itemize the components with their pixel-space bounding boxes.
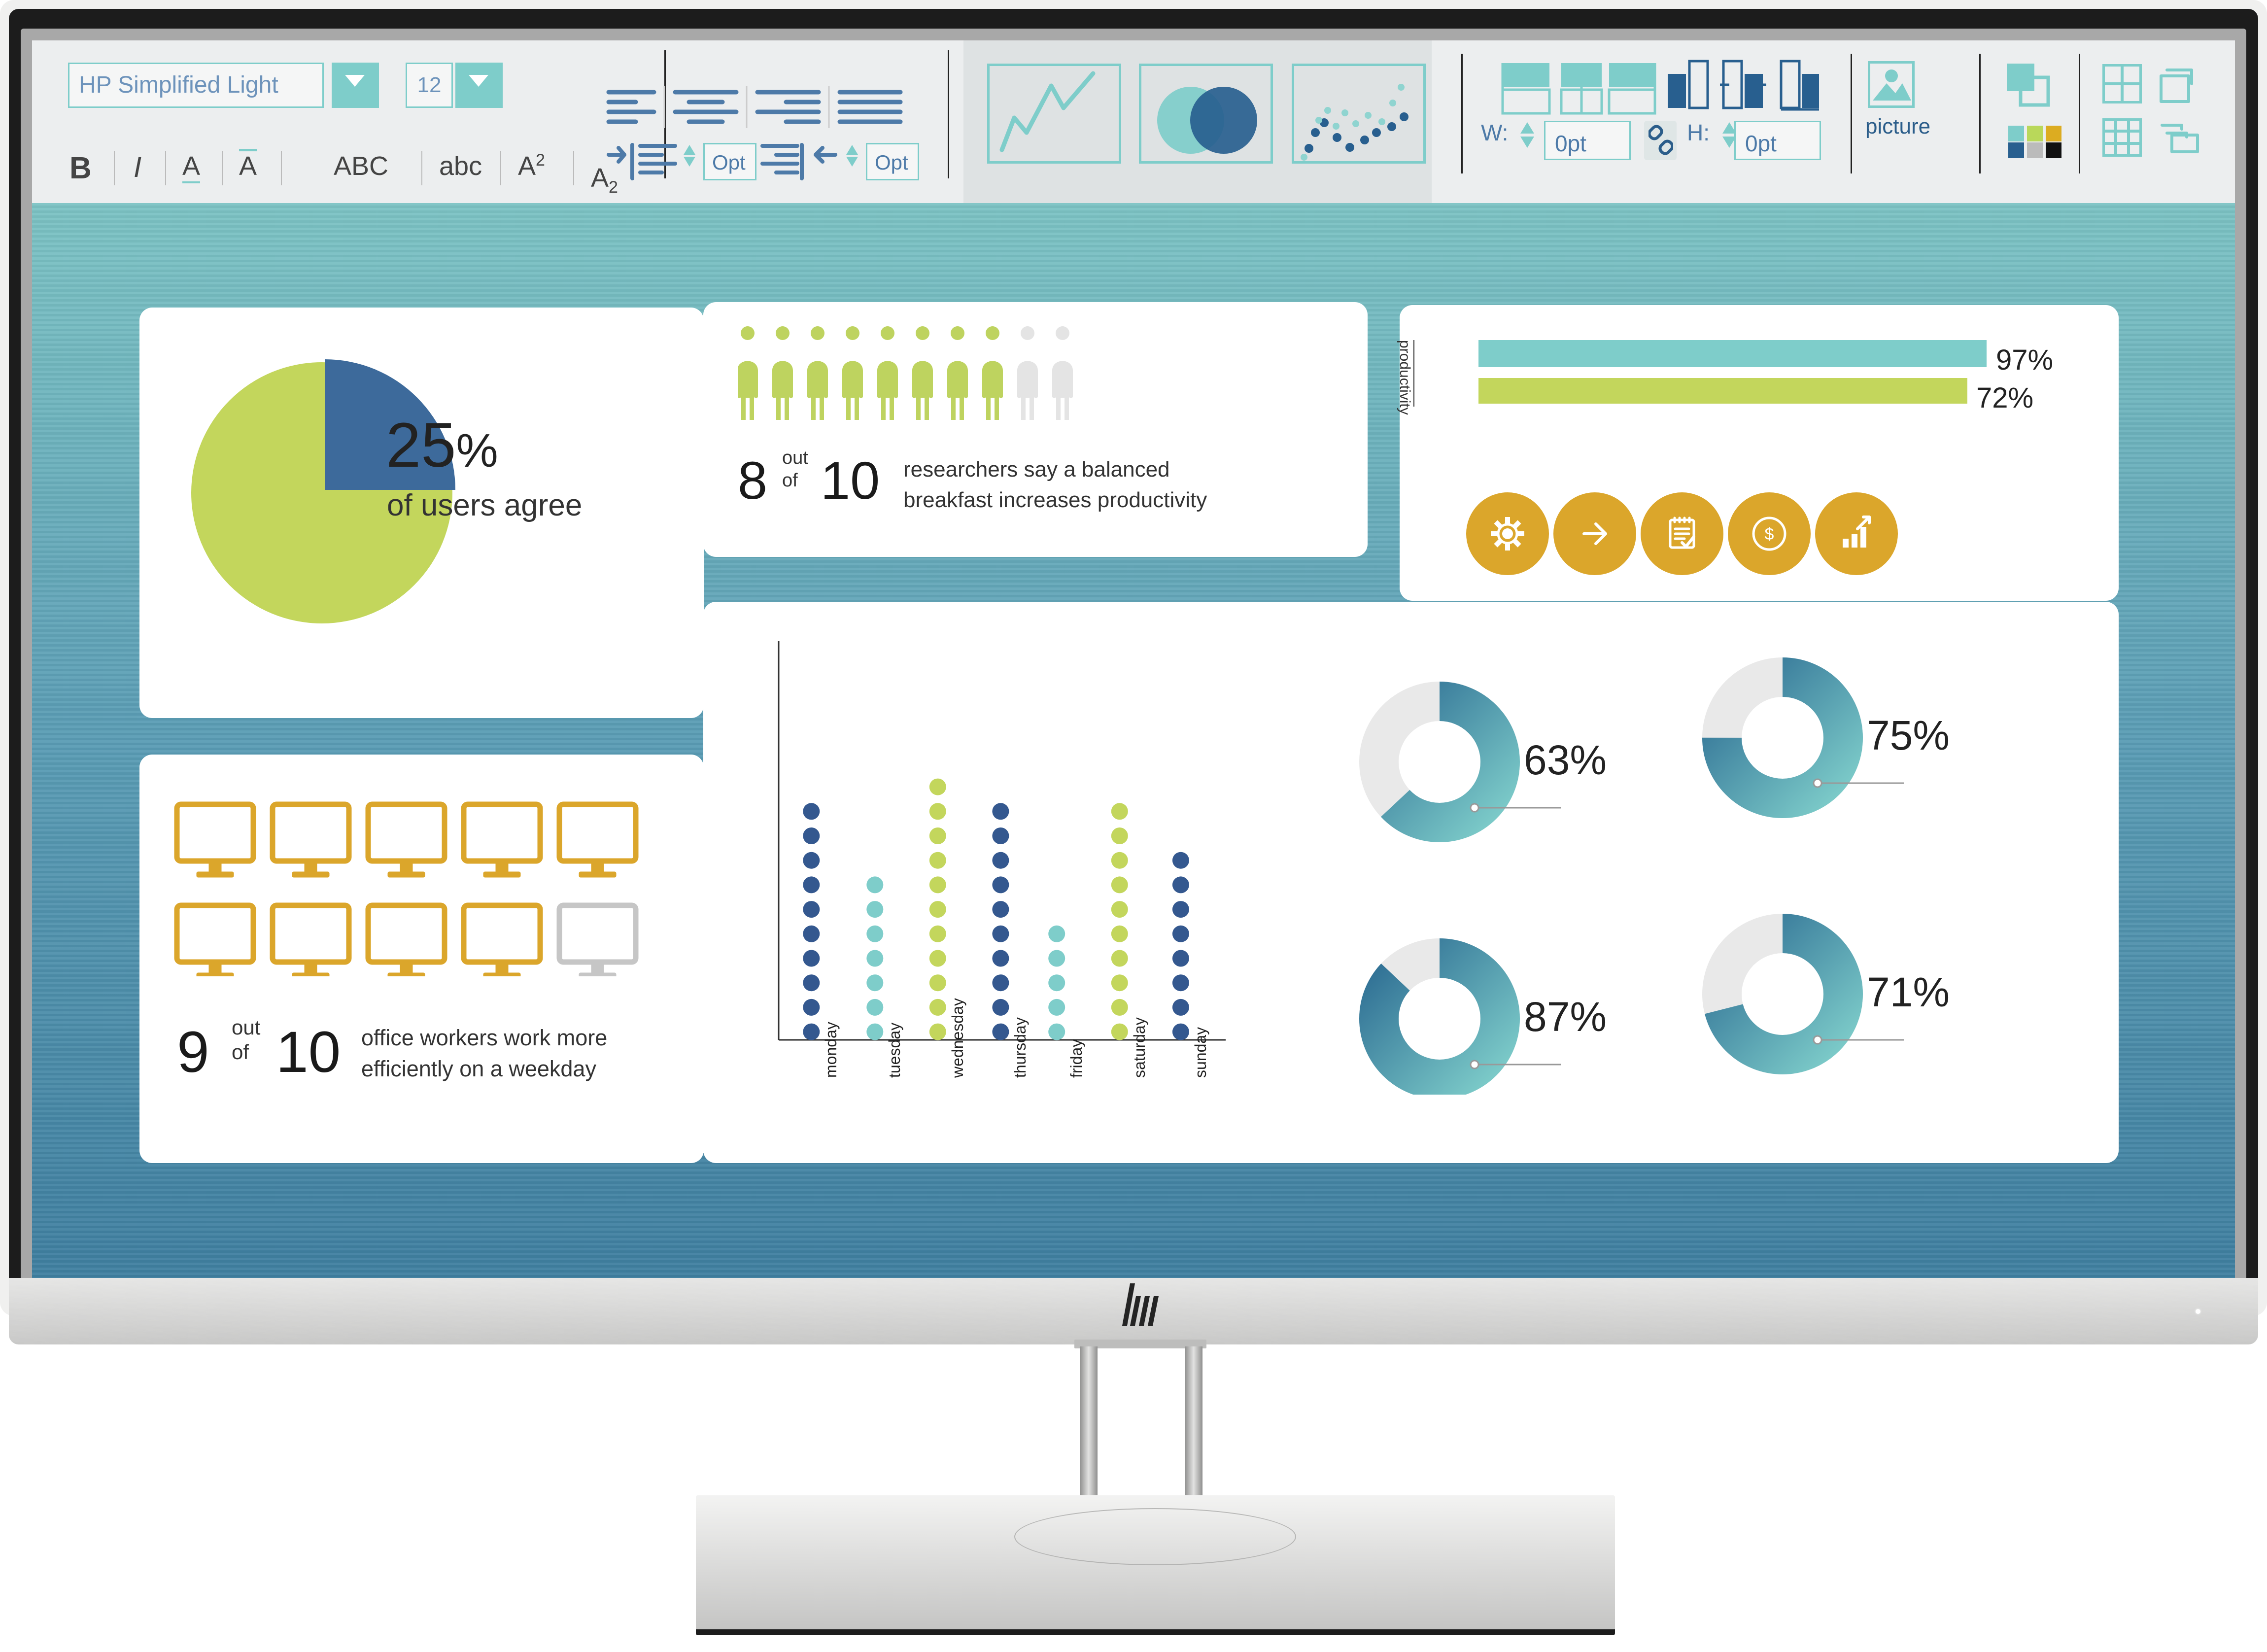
svg-text:63%: 63% bbox=[1524, 737, 1607, 783]
svg-text:87%: 87% bbox=[1524, 994, 1607, 1040]
svg-text:71%: 71% bbox=[1867, 969, 1950, 1015]
svg-text:$: $ bbox=[1765, 525, 1774, 544]
svg-text:75%: 75% bbox=[1867, 712, 1950, 758]
